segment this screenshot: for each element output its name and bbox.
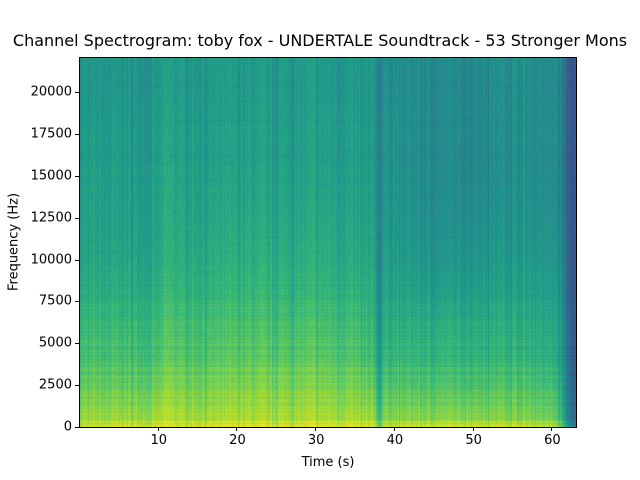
y-tick-label: 5000 xyxy=(38,335,72,351)
x-tick-mark xyxy=(315,427,316,431)
y-tick-label: 12500 xyxy=(30,210,72,226)
x-axis-label: Time (s) xyxy=(301,455,355,470)
x-tick-label: 60 xyxy=(544,433,561,448)
y-tick-mark xyxy=(75,427,79,428)
y-tick-label: 20000 xyxy=(30,84,72,100)
x-tick-label: 50 xyxy=(465,433,482,448)
y-tick-label: 17500 xyxy=(30,126,72,142)
y-tick-mark xyxy=(75,301,79,302)
y-tick-label: 15000 xyxy=(30,168,72,184)
spectrogram-heatmap xyxy=(80,58,576,427)
y-tick-mark xyxy=(75,218,79,219)
y-tick-mark xyxy=(75,260,79,261)
y-tick-mark xyxy=(75,343,79,344)
x-tick-label: 10 xyxy=(150,433,167,448)
x-tick-mark xyxy=(551,427,552,431)
x-tick-mark xyxy=(394,427,395,431)
y-tick-label: 7500 xyxy=(38,293,72,309)
x-tick-mark xyxy=(236,427,237,431)
y-tick-label: 2500 xyxy=(38,377,72,393)
y-tick-mark xyxy=(75,92,79,93)
x-tick-label: 40 xyxy=(386,433,404,448)
y-axis-label: Frequency (Hz) xyxy=(6,192,22,292)
y-tick-mark xyxy=(75,134,79,135)
y-tick-label: 0 xyxy=(63,419,72,435)
y-tick-label: 10000 xyxy=(30,252,72,268)
y-tick-mark xyxy=(75,176,79,177)
y-tick-mark xyxy=(75,385,79,386)
x-tick-label: 30 xyxy=(307,433,325,448)
x-tick-mark xyxy=(158,427,159,431)
chart-title: Channel Spectrogram: toby fox - UNDERTAL… xyxy=(12,31,628,50)
x-tick-label: 20 xyxy=(229,433,246,448)
x-tick-mark xyxy=(473,427,474,431)
